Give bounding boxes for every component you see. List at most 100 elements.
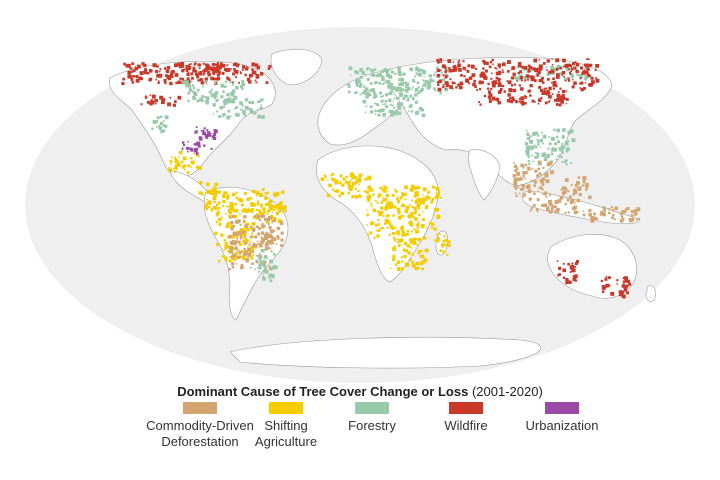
loss-pixel [563,190,567,195]
loss-pixel [155,69,159,74]
loss-pixel [202,62,205,65]
loss-pixel [374,199,377,202]
loss-pixel [175,81,178,85]
loss-pixel [152,119,157,124]
loss-pixel [569,65,573,68]
loss-pixel [264,242,269,247]
loss-pixel [369,68,371,70]
loss-pixel [146,72,150,75]
loss-pixel [214,182,219,187]
loss-pixel [506,98,511,103]
loss-pixel [417,252,420,255]
loss-pixel [368,187,373,192]
loss-pixel [201,193,204,196]
loss-pixel [168,166,171,169]
loss-pixel [247,247,251,252]
loss-pixel [392,247,397,252]
loss-pixel [355,71,359,75]
loss-pixel [515,177,518,180]
loss-pixel [543,192,547,196]
loss-pixel [388,74,393,79]
loss-pixel [602,207,605,210]
loss-pixel [339,174,343,178]
loss-pixel [417,207,420,210]
loss-pixel [473,79,476,83]
loss-pixel [526,136,530,140]
loss-pixel [121,82,125,86]
loss-pixel [579,87,581,89]
loss-pixel [376,210,380,213]
loss-pixel [612,213,615,217]
loss-pixel [239,232,242,235]
loss-pixel [555,58,560,63]
loss-pixel [377,113,381,117]
loss-pixel [246,66,249,70]
loss-pixel [370,69,374,73]
loss-pixel [390,70,394,74]
loss-pixel [610,291,615,296]
loss-pixel [208,90,212,94]
loss-pixel [530,70,533,72]
loss-pixel [228,235,232,239]
loss-pixel [490,87,493,90]
loss-pixel [212,72,216,76]
loss-pixel [390,86,395,91]
loss-pixel [402,97,406,100]
loss-pixel [605,276,608,278]
loss-pixel [156,73,160,78]
loss-pixel [503,90,506,93]
loss-pixel [545,91,550,96]
loss-pixel [439,58,443,62]
loss-pixel [168,168,172,173]
loss-pixel [385,73,390,78]
loss-pixel [229,205,234,210]
loss-pixel [367,194,372,199]
loss-pixel [440,71,443,74]
loss-pixel [184,84,187,87]
loss-pixel [193,143,196,146]
loss-pixel [328,183,332,188]
loss-pixel [276,236,280,240]
loss-pixel [491,72,493,75]
loss-pixel [165,75,167,78]
loss-pixel [587,83,591,86]
loss-pixel [574,61,577,64]
loss-pixel [218,66,222,70]
loss-pixel [382,82,385,85]
loss-pixel [382,103,384,106]
loss-pixel [354,182,358,185]
loss-pixel [181,160,184,164]
loss-pixel [407,230,410,233]
loss-pixel [187,99,190,103]
loss-pixel [565,163,568,166]
loss-pixel [405,255,407,257]
loss-pixel [440,61,443,63]
loss-pixel [422,70,427,75]
loss-pixel [152,101,155,105]
loss-pixel [179,150,183,155]
loss-pixel [557,91,560,93]
loss-pixel [548,136,551,138]
loss-pixel [230,256,234,259]
loss-pixel [125,64,129,68]
loss-pixel [402,205,405,208]
loss-pixel [527,70,530,73]
loss-pixel [413,194,416,197]
loss-pixel [266,191,270,194]
loss-pixel [414,267,417,270]
loss-pixel [204,133,209,138]
loss-pixel [388,91,393,96]
loss-pixel [195,72,199,76]
loss-pixel [446,253,449,256]
loss-pixel [257,270,260,273]
loss-pixel [347,191,350,194]
loss-pixel [177,62,180,66]
loss-pixel [148,69,153,73]
loss-pixel [383,198,388,202]
loss-pixel [418,90,422,93]
loss-pixel [224,246,228,250]
loss-pixel [189,87,192,90]
loss-pixel [405,262,410,267]
loss-pixel [427,191,430,194]
loss-pixel [251,75,254,77]
